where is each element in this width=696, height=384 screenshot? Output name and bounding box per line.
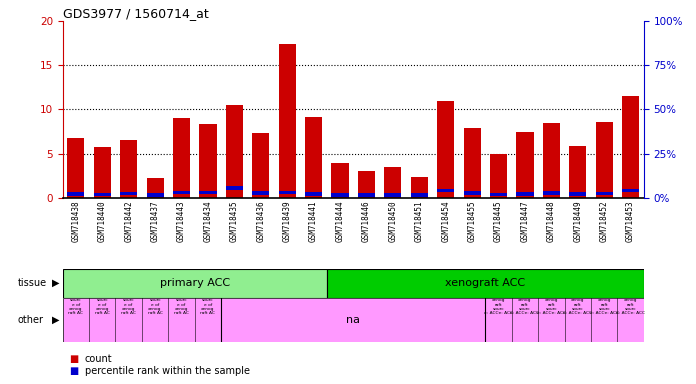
Bar: [68, 138, 84, 198]
Text: GSM718437: GSM718437: [150, 200, 159, 242]
Bar: [120, 141, 137, 198]
Text: GSM718452: GSM718452: [600, 200, 609, 242]
Bar: [384, 167, 402, 198]
Bar: [173, 118, 190, 198]
Bar: [358, 171, 375, 198]
Bar: [411, 177, 428, 198]
Text: count: count: [85, 354, 113, 364]
Bar: [327, 269, 644, 298]
Text: xenog
raft
sourc
e: ACCe: ACC: xenog raft sourc e: ACCe: ACC: [484, 298, 513, 315]
Text: GSM718449: GSM718449: [574, 200, 583, 242]
Text: other: other: [17, 314, 43, 325]
Text: ■: ■: [70, 366, 79, 376]
Text: ▶: ▶: [52, 314, 59, 325]
Text: ■: ■: [70, 354, 79, 364]
Text: GSM718438: GSM718438: [72, 200, 80, 242]
Text: tissue: tissue: [17, 278, 47, 288]
Bar: [437, 101, 454, 198]
Text: GSM718450: GSM718450: [388, 200, 397, 242]
Bar: [94, 147, 111, 198]
Bar: [516, 192, 534, 196]
Text: percentile rank within the sample: percentile rank within the sample: [85, 366, 250, 376]
Text: GSM718442: GSM718442: [124, 200, 133, 242]
Text: primary ACC: primary ACC: [159, 278, 230, 288]
Text: xenog
raft
sourc
e: ACCe: ACC: xenog raft sourc e: ACCe: ACC: [590, 298, 619, 315]
Bar: [278, 44, 296, 198]
Text: GDS3977 / 1560714_at: GDS3977 / 1560714_at: [63, 7, 208, 20]
Bar: [384, 193, 402, 197]
Text: sourc
e of
xenog
raft AC: sourc e of xenog raft AC: [200, 298, 215, 315]
Bar: [147, 194, 164, 197]
Bar: [516, 131, 534, 198]
Bar: [68, 192, 84, 196]
Bar: [120, 192, 137, 195]
Text: GSM718448: GSM718448: [547, 200, 556, 242]
Text: sourc
e of
xenog
raft AC: sourc e of xenog raft AC: [121, 298, 136, 315]
Text: xenog
raft
sourc
e: ACCe: ACC: xenog raft sourc e: ACCe: ACC: [616, 298, 645, 315]
Text: na: na: [346, 314, 361, 325]
Bar: [569, 146, 586, 198]
Bar: [464, 191, 481, 195]
Bar: [464, 128, 481, 198]
Bar: [199, 124, 216, 198]
Bar: [226, 186, 243, 190]
Text: xenog
raft
sourc
e: ACCe: ACC: xenog raft sourc e: ACCe: ACC: [510, 298, 539, 315]
Text: GSM718440: GSM718440: [97, 200, 106, 242]
Text: sourc
e of
xenog
raft AC: sourc e of xenog raft AC: [174, 298, 189, 315]
Bar: [490, 154, 507, 198]
Bar: [596, 192, 612, 195]
Text: GSM718441: GSM718441: [309, 200, 318, 242]
Bar: [543, 191, 560, 195]
Bar: [278, 191, 296, 194]
Bar: [252, 191, 269, 195]
Text: xenog
raft
sourc
e: ACCe: ACC: xenog raft sourc e: ACCe: ACC: [537, 298, 566, 315]
Bar: [331, 163, 349, 198]
Bar: [331, 194, 349, 197]
Bar: [437, 189, 454, 192]
Bar: [490, 193, 507, 196]
Bar: [596, 122, 612, 198]
Text: GSM718447: GSM718447: [521, 200, 530, 242]
Bar: [305, 192, 322, 196]
Bar: [622, 96, 639, 198]
Text: GSM718439: GSM718439: [283, 200, 292, 242]
Text: sourc
e of
xenog
raft AC: sourc e of xenog raft AC: [148, 298, 163, 315]
Text: ▶: ▶: [52, 278, 59, 288]
Bar: [622, 189, 639, 192]
Bar: [63, 269, 327, 298]
Text: GSM718444: GSM718444: [335, 200, 345, 242]
Bar: [199, 191, 216, 194]
Bar: [358, 194, 375, 197]
Text: GSM718446: GSM718446: [362, 200, 371, 242]
Bar: [226, 105, 243, 198]
Text: sourc
e of
xenog
raft AC: sourc e of xenog raft AC: [95, 298, 110, 315]
Bar: [252, 133, 269, 198]
Text: xenograft ACC: xenograft ACC: [445, 278, 525, 288]
Bar: [173, 191, 190, 194]
Text: GSM718443: GSM718443: [177, 200, 186, 242]
Text: GSM718454: GSM718454: [441, 200, 450, 242]
Bar: [569, 192, 586, 195]
Text: GSM718453: GSM718453: [626, 200, 635, 242]
Text: GSM718455: GSM718455: [468, 200, 477, 242]
Bar: [305, 116, 322, 198]
Bar: [94, 193, 111, 196]
Text: xenog
raft
sourc
e: ACCe: ACC: xenog raft sourc e: ACCe: ACC: [563, 298, 592, 315]
Text: GSM718445: GSM718445: [494, 200, 503, 242]
Bar: [411, 194, 428, 197]
Text: GSM718434: GSM718434: [203, 200, 212, 242]
Text: GSM718451: GSM718451: [415, 200, 424, 242]
Bar: [147, 178, 164, 198]
Text: GSM718436: GSM718436: [256, 200, 265, 242]
Text: GSM718435: GSM718435: [230, 200, 239, 242]
Bar: [543, 123, 560, 198]
Text: sourc
e of
xenog
raft AC: sourc e of xenog raft AC: [68, 298, 84, 315]
